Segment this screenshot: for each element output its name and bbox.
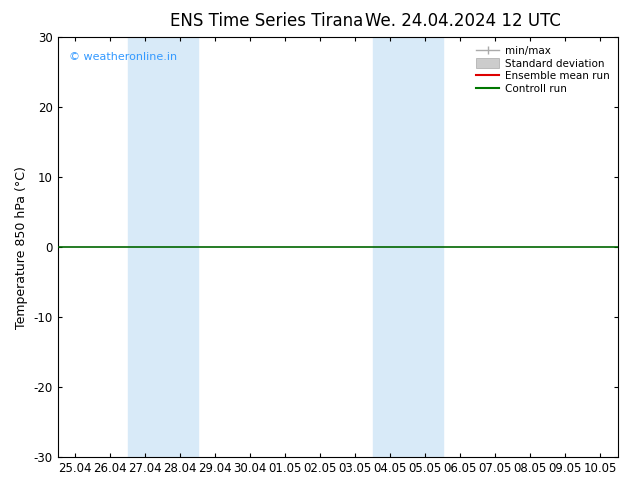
Legend: min/max, Standard deviation, Ensemble mean run, Controll run: min/max, Standard deviation, Ensemble me… [474, 42, 612, 98]
Text: © weatheronline.in: © weatheronline.in [69, 52, 177, 62]
Y-axis label: Temperature 850 hPa (°C): Temperature 850 hPa (°C) [15, 166, 28, 329]
Bar [373, 37, 443, 457]
Bar [127, 37, 198, 457]
Text: ENS Time Series Tirana: ENS Time Series Tirana [170, 12, 363, 30]
Text: We. 24.04.2024 12 UTC: We. 24.04.2024 12 UTC [365, 12, 560, 30]
